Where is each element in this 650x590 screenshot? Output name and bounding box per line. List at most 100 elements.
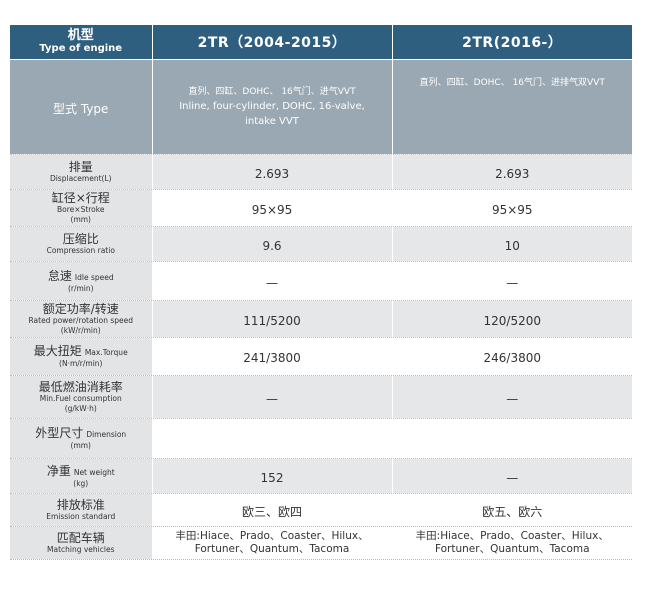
spec-value-a: 欧三、欧四: [152, 493, 393, 527]
model-b-header: 2TR(2016-）: [392, 25, 632, 60]
spec-value-b-text: 246/3800: [483, 351, 542, 365]
spec-value-b-text: 10: [504, 238, 520, 253]
spec-value-b-text: 95×95: [491, 202, 533, 217]
vehicles-row: 匹配车辆 Matching vehicles 丰田:Hiace、Prado、Coas…: [10, 526, 632, 560]
type-b-cell: 直列、四缸、DOHC、 16气门、进排气双VVT: [392, 59, 632, 155]
spec-value-a: 152: [152, 458, 393, 494]
spec-value-b: —: [392, 261, 632, 301]
spec-value-b-text: —: [506, 470, 519, 485]
spec-value-b-text: 欧五、欧六: [482, 504, 543, 519]
spec-value-a-text: —: [266, 275, 278, 290]
spec-value-b: —: [392, 458, 632, 494]
type-b-zh: 直列、四缸、DOHC、 16气门、进排气双VVT: [419, 78, 605, 88]
vehicles-b-line2: Fortuner、Quantum、Tacoma: [434, 543, 590, 555]
vehicles-b-cell: 丰田:Hiace、Prado、Coaster、Hilux、 Fortuner、Qu…: [392, 526, 632, 560]
spec-label-zh: 排放标准: [56, 498, 105, 512]
spec-row: 怠速 Idle speed (r/min) — —: [10, 261, 632, 301]
spec-value-a-text: 9.6: [262, 238, 282, 253]
type-row: 型式 Type 直列、四缸、DOHC、 16气门、进气VVT Inline, f…: [10, 59, 632, 155]
header-row: 机型 Type of engine 2TR（2004-2015） 2TR(201…: [10, 25, 632, 60]
spec-label-en: Idle speed: [74, 272, 114, 282]
spec-label-zh: 排量: [68, 160, 93, 174]
spec-label-zh: 缸径×行程: [51, 191, 110, 205]
spec-value-b: 2.693: [392, 154, 632, 190]
spec-label-cell: 排放标准 Emission standard: [10, 493, 153, 527]
spec-label-unit: (N·m/r/min): [59, 359, 103, 368]
spec-label-cell: 额定功率/转速 Rated power/rotation speed (kW/r/m…: [10, 300, 153, 338]
vehicles-label-en: Matching vehicles: [47, 545, 115, 554]
spec-label-zh: 最大扭矩: [33, 344, 82, 358]
spec-label-cell: 外型尺寸 Dimension (mm): [10, 418, 153, 459]
spec-label-unit: (g/kW·h): [64, 404, 97, 413]
spec-row: 缸径×行程 Bore×Stroke (mm) 95×95 95×95: [10, 189, 632, 227]
vehicles-label-cell: 匹配车辆 Matching vehicles: [10, 526, 153, 560]
spec-label-en: Emission standard: [46, 512, 116, 521]
spec-value-a: 2.693: [152, 154, 393, 190]
spec-row: 最低燃油消耗率 Min.Fuel consumption (g/kW·h) — —: [10, 375, 632, 419]
spec-label-en: Min.Fuel consumption: [39, 394, 122, 403]
type-label-cell: 型式 Type: [10, 59, 153, 155]
model-a-title: 2TR（2004-2015）: [197, 35, 347, 51]
spec-value-a-text: 111/5200: [243, 313, 301, 328]
spec-label-unit: (kg): [73, 478, 89, 488]
spec-label-cell: 压缩比 Compression ratio: [10, 226, 153, 262]
spec-value-b-text: —: [506, 275, 519, 290]
type-a-zh: 直列、四缸、DOHC、 16气门、进气VVT: [188, 87, 356, 97]
vehicles-a-cell: 丰田:Hiace、Prado、Coaster、Hilux、 Fortuner、Qu…: [152, 526, 393, 560]
spec-value-a: —: [152, 261, 393, 301]
spec-label-en: Rated power/rotation speed: [28, 316, 133, 325]
spec-label-en: Displacement(L): [49, 174, 112, 183]
spec-label-cell: 怠速 Idle speed (r/min): [10, 261, 153, 301]
engine-type-header: 机型 Type of engine: [10, 25, 153, 60]
spec-value-a-text: 95×95: [251, 202, 293, 217]
spec-value-a: 241/3800: [152, 337, 393, 376]
spec-row: 压缩比 Compression ratio 9.6 10: [10, 226, 632, 262]
vehicles-b-line1: 丰田:Hiace、Prado、Coaster、Hilux、: [415, 530, 609, 542]
spec-value-a-text: 欧三、欧四: [241, 504, 302, 519]
spec-label-zh: 怠速: [47, 268, 72, 283]
spec-value-a: 111/5200: [152, 300, 393, 338]
type-a-en-line2: intake VVT: [245, 116, 299, 127]
model-a-header: 2TR（2004-2015）: [152, 25, 393, 60]
spec-value-a: 95×95: [152, 189, 393, 227]
engine-type-header-zh: 机型: [67, 28, 94, 43]
spec-label-cell: 最低燃油消耗率 Min.Fuel consumption (g/kW·h): [10, 375, 153, 419]
spec-row: 排放标准 Emission standard 欧三、欧四 欧五、欧六: [10, 493, 632, 527]
spec-value-a-text: 2.693: [254, 166, 290, 181]
vehicles-a-line2: Fortuner、Quantum、Tacoma: [194, 543, 350, 555]
spec-label-unit: (kW/r/min): [60, 326, 101, 335]
spec-label-unit: (mm): [70, 441, 91, 450]
spec-value-b: 95×95: [392, 189, 632, 227]
spec-value-b: 10: [392, 226, 632, 262]
spec-value-a: 9.6: [152, 226, 393, 262]
spec-value-b: 120/5200: [392, 300, 632, 338]
engine-spec-table: 机型 Type of engine 2TR（2004-2015） 2TR(201…: [10, 25, 632, 560]
vehicles-a-line1: 丰田:Hiace、Prado、Coaster、Hilux、: [175, 530, 369, 542]
spec-value-a: [152, 418, 393, 459]
spec-value-a: —: [152, 375, 393, 419]
spec-row: 外型尺寸 Dimension (mm): [10, 418, 632, 459]
spec-row: 额定功率/转速 Rated power/rotation speed (kW/r/m…: [10, 300, 632, 338]
spec-label-unit: (r/min): [67, 283, 94, 293]
spec-row: 净重 Net weight (kg) 152 —: [10, 458, 632, 494]
spec-label-zh: 净重: [46, 463, 71, 478]
spec-value-b-text: —: [506, 391, 519, 406]
spec-row: 排量 Displacement(L) 2.693 2.693: [10, 154, 632, 190]
vehicles-label-zh: 匹配车辆: [56, 531, 105, 545]
type-a-en-line1: Inline, four-cylinder, DOHC, 16-valve,: [179, 101, 365, 112]
spec-label-zh: 额定功率/转速: [42, 302, 119, 316]
spec-label-en: Dimension: [86, 430, 127, 439]
spec-label-unit: (mm): [70, 215, 91, 224]
spec-value-b-text: 2.693: [495, 166, 530, 181]
spec-value-b-text: 120/5200: [483, 313, 542, 328]
spec-label-cell: 净重 Net weight (kg): [10, 458, 153, 494]
spec-row: 最大扭矩 Max.Torque (N·m/r/min) 241/3800 246/380…: [10, 337, 632, 376]
spec-value-b: —: [392, 375, 632, 419]
type-label: 型式 Type: [53, 101, 109, 116]
spec-value-b: [392, 418, 632, 459]
spec-label-zh: 外型尺寸: [35, 426, 84, 440]
model-b-title: 2TR(2016-）: [462, 35, 563, 51]
spec-label-cell: 最大扭矩 Max.Torque (N·m/r/min): [10, 337, 153, 376]
spec-value-b: 欧五、欧六: [392, 493, 632, 527]
spec-value-a-text: —: [266, 391, 278, 406]
